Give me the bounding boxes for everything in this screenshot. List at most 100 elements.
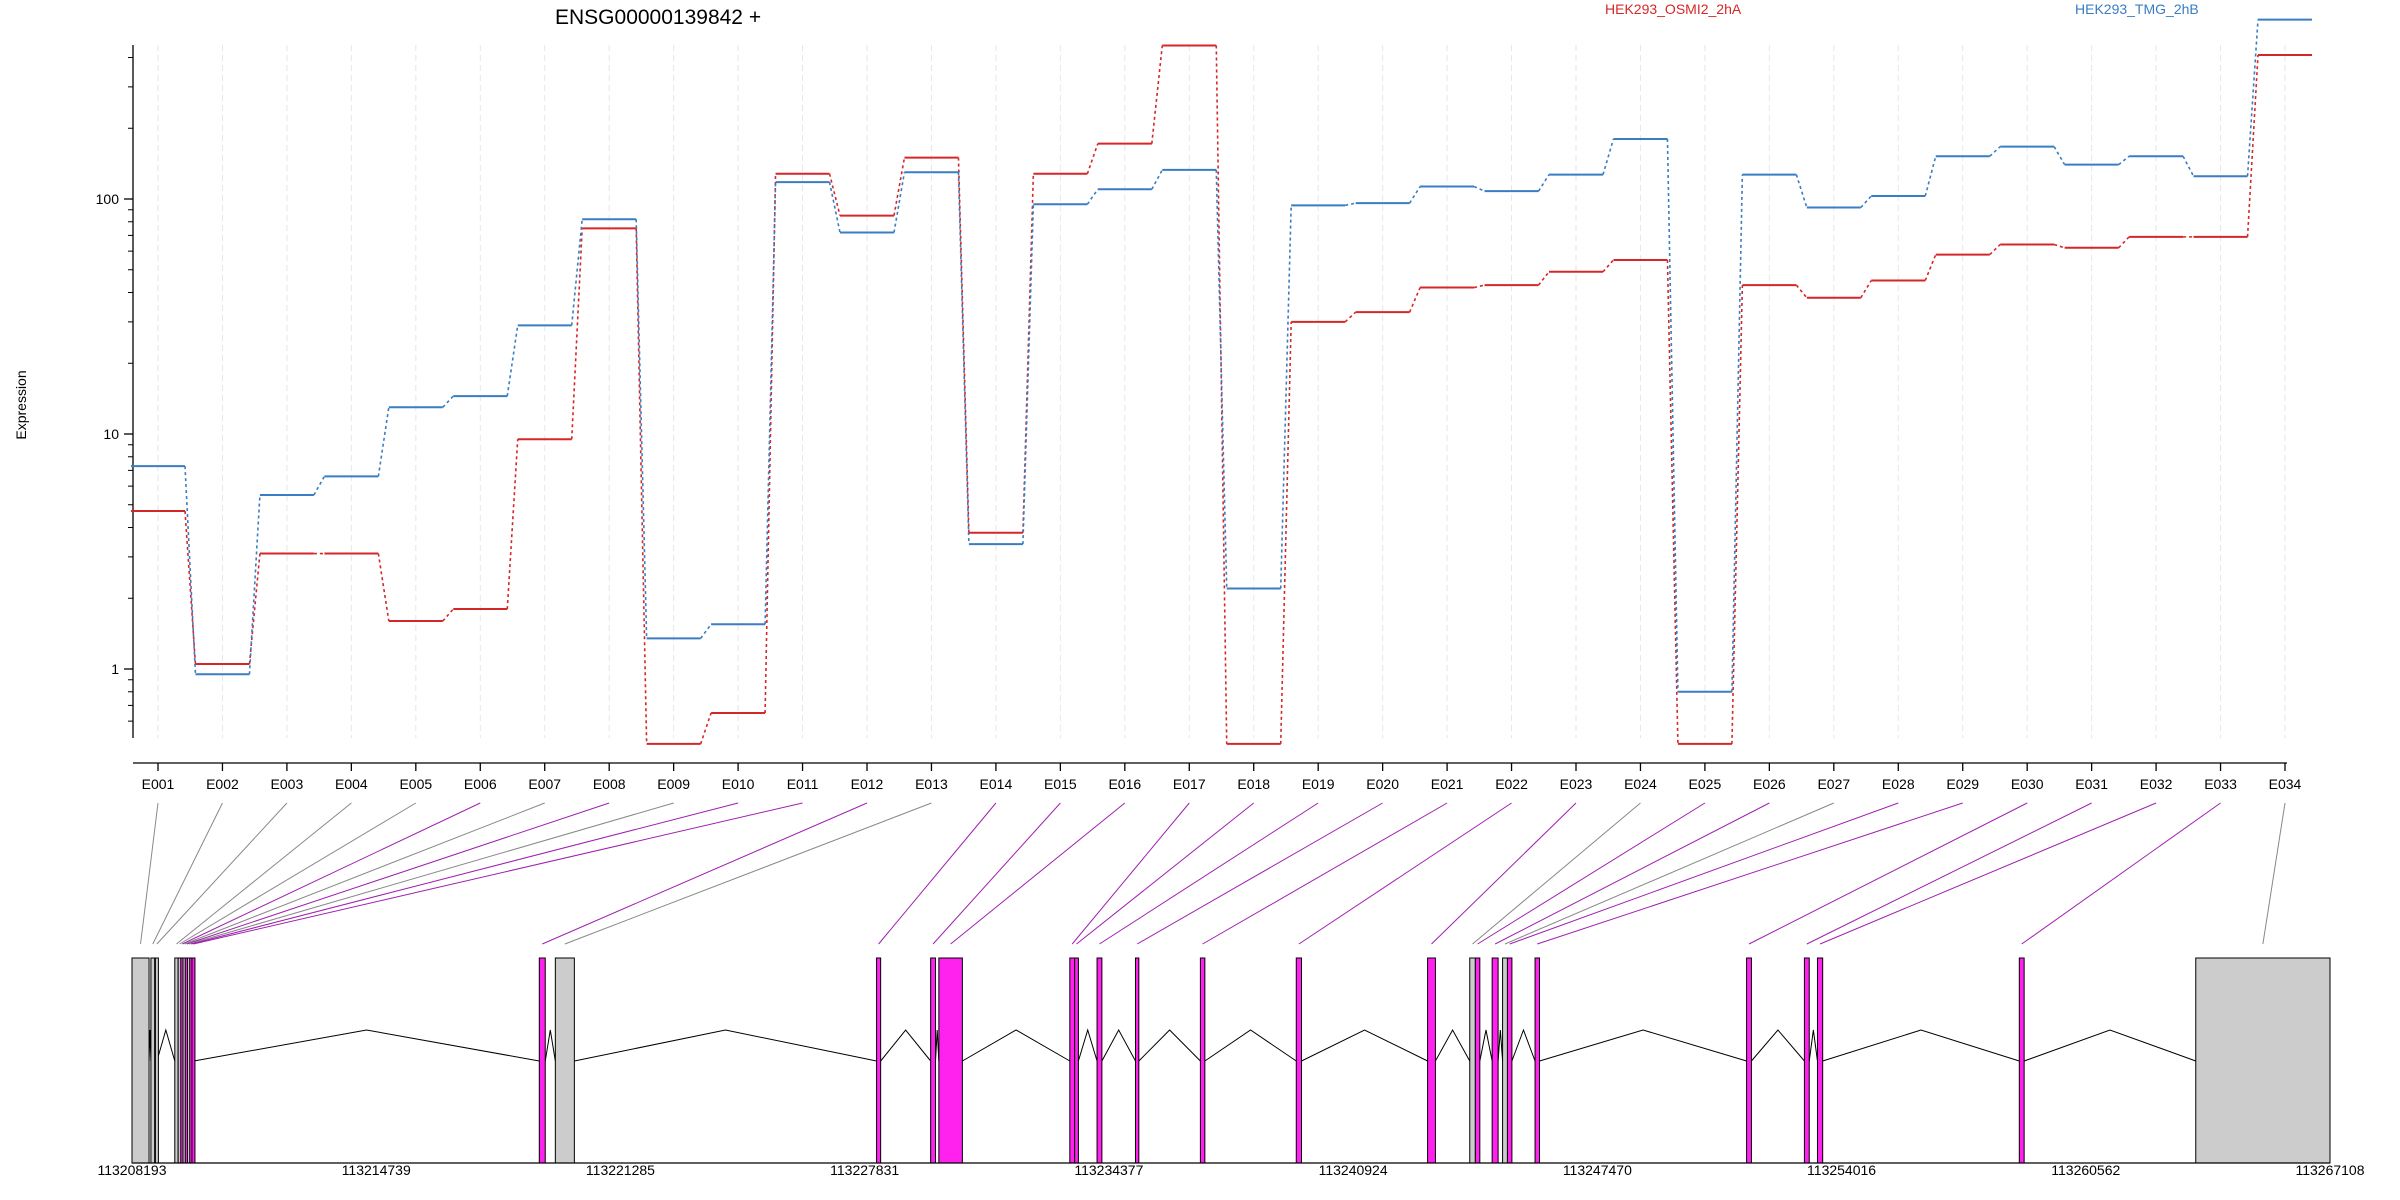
x-tick-label-e032: E032 bbox=[2140, 776, 2173, 792]
expression-plot-area: 1 10 100 E001 E002 E003 E004 E005 E006 E007 E008 E0… bbox=[96, 18, 2312, 792]
x-tick-label-e010: E010 bbox=[722, 776, 755, 792]
x-tick-label-e008: E008 bbox=[593, 776, 626, 792]
exon-box-e011 bbox=[191, 957, 196, 1164]
x-tick-label-e016: E016 bbox=[1108, 776, 1141, 792]
exon-connector bbox=[140, 802, 159, 945]
exon-box-e030 bbox=[1746, 957, 1752, 1164]
x-tick-label-e004: E004 bbox=[335, 776, 368, 792]
series-connector bbox=[1602, 138, 1615, 175]
series-connector bbox=[828, 173, 841, 216]
series-connector bbox=[1666, 259, 1679, 744]
x-tick-label-e024: E024 bbox=[1624, 776, 1657, 792]
series-connector bbox=[957, 157, 970, 533]
x-tick-label-e013: E013 bbox=[915, 776, 948, 792]
x-tick-label-e031: E031 bbox=[2075, 776, 2108, 792]
x-tick-label-e023: E023 bbox=[1560, 776, 1593, 792]
x-tick-label-e029: E029 bbox=[1946, 776, 1979, 792]
series-connector bbox=[442, 608, 454, 622]
exon-connector bbox=[1076, 802, 1255, 945]
series-connector bbox=[1022, 204, 1035, 545]
exon-connector bbox=[184, 802, 545, 945]
exon-box-e029 bbox=[1534, 957, 1541, 1164]
series-connector bbox=[2118, 236, 2130, 249]
exon-box-e022 bbox=[1295, 957, 1302, 1164]
exon-box-e014 bbox=[876, 957, 882, 1164]
series-connector bbox=[184, 466, 197, 675]
series-connector bbox=[506, 439, 519, 610]
x-tick-label-e034: E034 bbox=[2269, 776, 2302, 792]
series-connector bbox=[1473, 284, 1485, 289]
intron bbox=[193, 1029, 540, 1062]
series-connector bbox=[1924, 156, 1937, 197]
intron bbox=[1077, 1028, 1098, 1062]
genomic-coordinate-label: 113267108 bbox=[2295, 1162, 2364, 1178]
exon-box-e019 bbox=[1096, 957, 1103, 1164]
exon-box-e026 bbox=[1491, 957, 1499, 1164]
series-connector bbox=[1989, 146, 2001, 157]
intron bbox=[1204, 1029, 1297, 1062]
x-tick-label-e022: E022 bbox=[1495, 776, 1528, 792]
exon-connector bbox=[1202, 802, 1448, 945]
series-connector bbox=[2053, 243, 2065, 249]
exon-connector bbox=[1477, 802, 1706, 945]
exon-box-e027 bbox=[1502, 957, 1508, 1164]
exon-connector bbox=[1504, 802, 1835, 945]
series-connector bbox=[248, 553, 261, 665]
series-connector bbox=[1279, 321, 1292, 744]
series-connector bbox=[1215, 169, 1228, 589]
x-tick-label-e020: E020 bbox=[1366, 776, 1399, 792]
x-tick-label-e003: E003 bbox=[271, 776, 304, 792]
intron bbox=[574, 1029, 877, 1062]
x-tick-label-e012: E012 bbox=[851, 776, 884, 792]
exon-box-e025 bbox=[1474, 957, 1481, 1164]
series-connector bbox=[1989, 243, 2001, 256]
exon-box-e012 bbox=[538, 957, 546, 1164]
exon-connector bbox=[1806, 802, 2092, 945]
exon-connector bbox=[152, 802, 223, 945]
exon-box-e013 bbox=[554, 957, 575, 1164]
x-tick-label-e011: E011 bbox=[787, 776, 819, 792]
intron bbox=[935, 1029, 940, 1062]
exon-connector bbox=[1819, 802, 2157, 945]
genomic-coordinate-label: 113208193 bbox=[97, 1162, 166, 1178]
genomic-coordinate-label: 113234377 bbox=[1074, 1162, 1143, 1178]
x-tick-label-e005: E005 bbox=[399, 776, 432, 792]
x-tick-label-e014: E014 bbox=[980, 776, 1013, 792]
y-tick-label: 1 bbox=[111, 661, 119, 677]
genomic-coordinate-label: 113260562 bbox=[2051, 1162, 2120, 1178]
exon-box-e024 bbox=[1469, 957, 1476, 1164]
intron bbox=[156, 1028, 176, 1062]
series-connector bbox=[1151, 45, 1164, 144]
series-connector bbox=[1344, 311, 1357, 323]
series-connector bbox=[377, 553, 390, 622]
intron bbox=[1511, 1028, 1536, 1062]
exon-connector bbox=[1472, 802, 1641, 945]
genomic-coordinate-label: 113247470 bbox=[1563, 1162, 1632, 1178]
intron bbox=[1479, 1029, 1493, 1062]
exon-box-e016 bbox=[938, 957, 963, 1164]
genomic-coordinate-label: 113240924 bbox=[1319, 1162, 1388, 1178]
intron bbox=[1301, 1029, 1428, 1062]
exon-connector bbox=[1509, 802, 1899, 945]
exon-connector bbox=[2262, 802, 2286, 945]
series-connector bbox=[893, 157, 906, 216]
x-tick-label-e001: E001 bbox=[142, 776, 175, 792]
series-connector bbox=[2182, 155, 2195, 177]
exon-box-e018 bbox=[1074, 957, 1079, 1164]
series-connector bbox=[1151, 169, 1163, 190]
y-axis-label: Expression bbox=[13, 370, 29, 439]
exon-connector bbox=[542, 802, 868, 945]
intron bbox=[1497, 1029, 1504, 1062]
exon-connector bbox=[176, 802, 352, 945]
intron bbox=[1434, 1028, 1471, 1062]
series-connector bbox=[2246, 54, 2259, 237]
exon-connector bbox=[1099, 802, 1319, 945]
x-tick-label-e002: E002 bbox=[206, 776, 239, 792]
intron bbox=[2023, 1029, 2196, 1062]
series-connector bbox=[570, 228, 583, 440]
intron bbox=[1822, 1029, 2020, 1062]
intron bbox=[880, 1029, 932, 1062]
x-tick-label-e006: E006 bbox=[464, 776, 497, 792]
exon-connector bbox=[186, 802, 610, 945]
